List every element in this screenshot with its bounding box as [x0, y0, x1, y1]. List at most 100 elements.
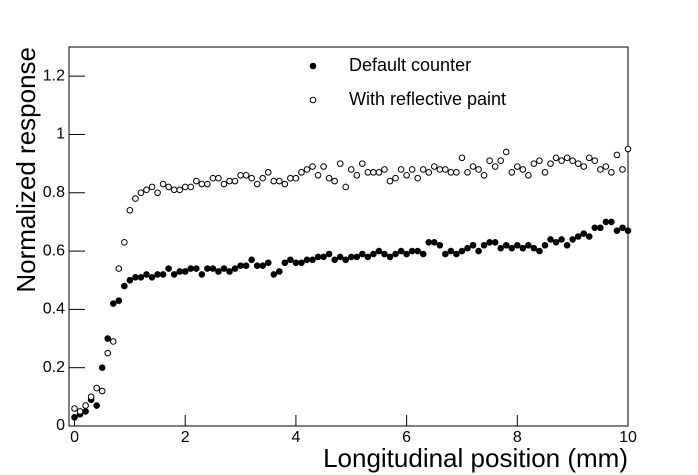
data-point: [408, 166, 416, 173]
data-point: [585, 154, 593, 162]
data-point: [569, 157, 576, 164]
data-point: [309, 163, 316, 170]
data-point: [547, 160, 554, 167]
data-point: [469, 241, 477, 249]
data-point: [624, 145, 632, 153]
data-point: [591, 224, 599, 232]
data-point: [109, 300, 117, 307]
legend-marker: [309, 96, 317, 104]
y-axis-label: Normalized response: [11, 47, 41, 293]
data-point: [270, 177, 278, 185]
data-point: [148, 274, 156, 281]
data-point: [276, 268, 283, 275]
data-point: [320, 163, 327, 170]
data-point: [248, 174, 255, 182]
y-tick-label: 0.6: [43, 242, 65, 259]
data-point: [143, 271, 150, 278]
data-point: [154, 189, 161, 197]
data-point: [192, 265, 200, 272]
data-point: [82, 402, 89, 409]
y-tick-label: 1: [56, 126, 65, 143]
data-point: [397, 166, 405, 173]
data-point: [281, 180, 289, 188]
data-point: [165, 183, 172, 191]
data-point: [143, 186, 150, 194]
data-point: [359, 250, 366, 258]
data-point: [530, 160, 538, 167]
data-point: [375, 247, 383, 255]
data-point: [574, 160, 582, 167]
data-point: [264, 259, 272, 267]
data-point: [292, 174, 300, 182]
data-point: [154, 271, 161, 278]
legend-label: With reflective paint: [349, 89, 506, 109]
data-point: [480, 171, 488, 179]
data-point: [619, 224, 626, 232]
y-tick-label: 0: [56, 417, 65, 434]
data-point: [331, 177, 338, 185]
data-point: [126, 276, 134, 284]
data-point: [419, 250, 427, 258]
data-point: [76, 408, 84, 415]
data-point: [198, 180, 206, 188]
data-point: [547, 236, 554, 243]
data-point: [591, 157, 599, 164]
data-point: [408, 247, 416, 255]
data-point: [287, 256, 294, 264]
data-point: [104, 335, 112, 342]
data-point: [447, 247, 455, 255]
data-point: [497, 157, 505, 164]
data-point: [414, 247, 421, 255]
data-point: [574, 233, 582, 240]
data-point: [519, 166, 527, 173]
data-point: [292, 259, 300, 267]
data-point: [602, 218, 610, 226]
data-point: [414, 174, 421, 182]
data-point: [613, 151, 621, 159]
data-point: [165, 265, 172, 272]
data-point: [491, 239, 499, 246]
y-tick-label: 0.2: [43, 359, 65, 376]
data-point: [226, 268, 233, 275]
data-point: [480, 241, 488, 249]
data-point: [536, 247, 543, 255]
data-point: [259, 262, 267, 269]
data-point: [259, 174, 267, 182]
data-point: [370, 250, 377, 258]
data-point: [442, 250, 449, 258]
data-point: [215, 174, 222, 182]
x-tick-label: 6: [402, 429, 411, 446]
data-point: [137, 274, 145, 281]
data-point: [602, 163, 610, 170]
data-point: [192, 177, 200, 185]
data-point: [453, 250, 460, 258]
data-point: [386, 253, 394, 261]
data-point: [98, 387, 106, 395]
data-point: [453, 169, 460, 176]
y-tick-label: 0.8: [43, 184, 65, 201]
y-tick-label: 0.4: [43, 301, 65, 318]
data-point: [121, 282, 128, 290]
data-point: [303, 166, 311, 173]
data-point: [347, 253, 355, 261]
data-point: [198, 271, 206, 278]
data-point: [71, 405, 78, 412]
data-point: [403, 171, 410, 179]
data-point: [442, 166, 449, 173]
data-point: [419, 166, 427, 173]
data-point: [430, 239, 438, 246]
legend-marker: [309, 62, 317, 70]
legend-label: Default counter: [349, 55, 471, 75]
x-tick-label: 2: [181, 429, 190, 446]
data-point: [287, 174, 294, 182]
data-point: [364, 253, 372, 261]
data-point: [115, 265, 123, 272]
data-point: [170, 186, 178, 194]
data-point: [392, 174, 399, 182]
data-point: [397, 247, 405, 255]
data-point: [475, 247, 482, 255]
data-point: [469, 163, 477, 170]
data-point: [558, 236, 565, 243]
data-point: [375, 169, 383, 176]
